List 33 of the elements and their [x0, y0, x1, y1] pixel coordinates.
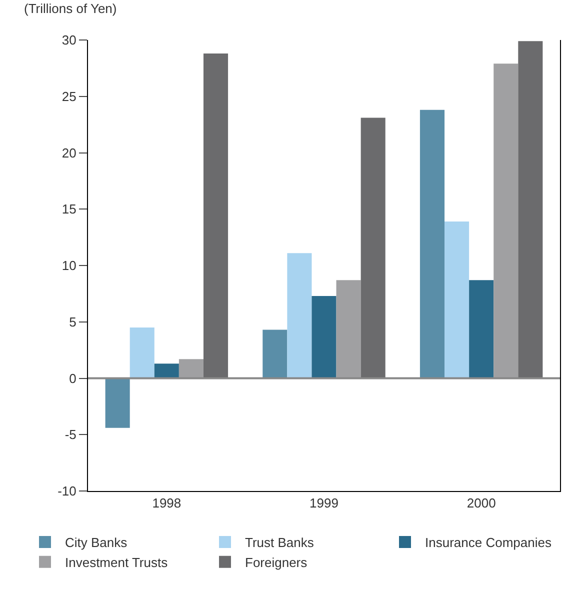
- bar: [178, 359, 204, 378]
- bar: [154, 364, 179, 378]
- bar: [360, 118, 386, 378]
- y-tick-label: 30: [62, 32, 76, 48]
- y-tick-label: 0: [69, 370, 76, 386]
- legend-label: Foreigners: [245, 555, 308, 570]
- legend-label: Investment Trusts: [65, 555, 168, 570]
- y-tick-label: -10: [58, 484, 76, 499]
- bar: [336, 280, 361, 378]
- legend-label: Trust Banks: [245, 535, 314, 550]
- legend-label: Insurance Companies: [425, 535, 552, 550]
- bar: [312, 296, 336, 378]
- x-tick-label: 1998: [152, 496, 182, 511]
- x-tick-label: 2000: [466, 496, 496, 511]
- bar: [444, 222, 470, 378]
- bar: [420, 110, 445, 378]
- bar: [105, 378, 130, 428]
- bar: [469, 280, 494, 378]
- bar: [518, 41, 543, 378]
- y-tick-label: 25: [62, 88, 76, 104]
- y-axis-title: (Trillions of Yen): [24, 1, 117, 16]
- bar: [130, 328, 154, 378]
- bar: [494, 64, 518, 378]
- y-tick-label: 10: [62, 258, 76, 274]
- x-tick-label: 1999: [310, 496, 338, 511]
- bar: [203, 54, 228, 378]
- bar: [287, 253, 312, 378]
- bar: [262, 330, 288, 378]
- y-tick-label: 15: [62, 202, 76, 217]
- y-tick-label: -5: [64, 427, 76, 442]
- y-tick-label: 5: [69, 314, 76, 330]
- legend-label: City Banks: [65, 535, 128, 550]
- y-tick-label: 20: [62, 145, 76, 160]
